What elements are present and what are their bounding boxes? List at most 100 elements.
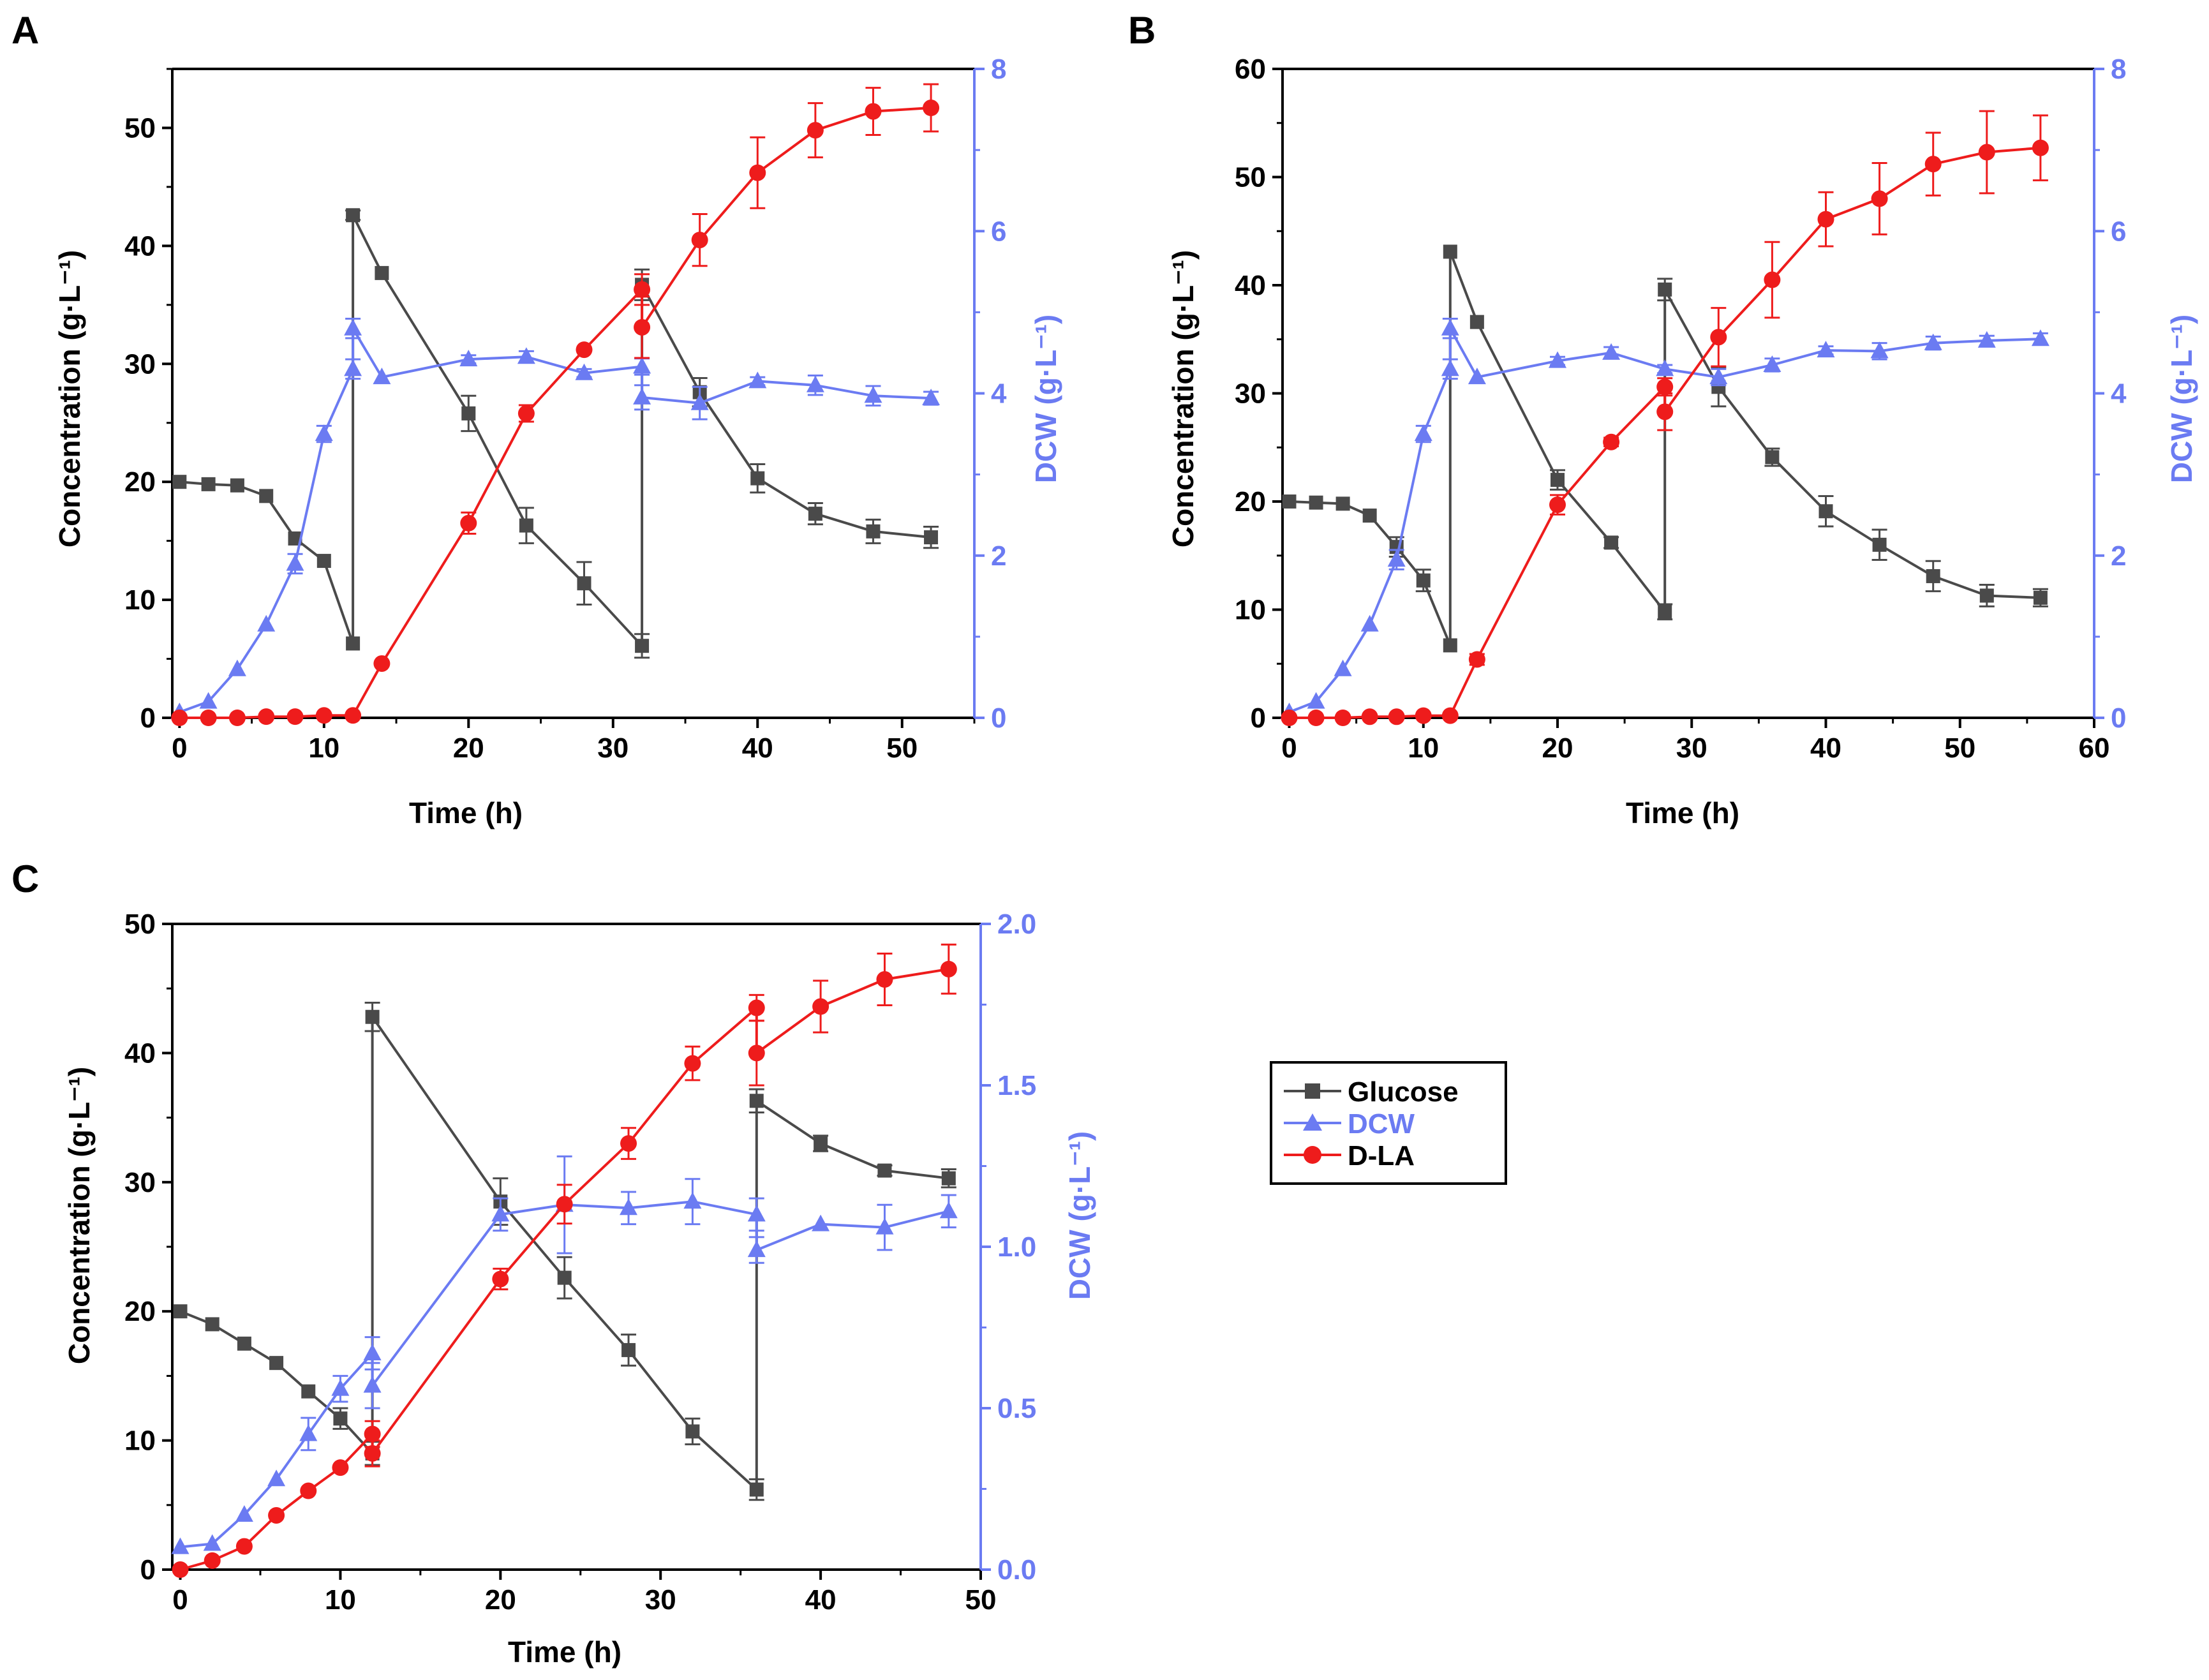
panel-b-dcw-point: [1924, 333, 1942, 350]
panel-a-x-tick-label: 10: [308, 732, 339, 764]
panel-a-dcw-point: [922, 389, 941, 406]
panel-a-x-tick-label: 0: [172, 732, 187, 764]
panel-c-glucose-point: [749, 1482, 764, 1497]
panel-a-y-tick-label: 30: [124, 348, 156, 380]
panel-a-dcw-point: [864, 386, 882, 403]
panel-c-letter: C: [11, 858, 39, 900]
panel-b-d-la-point: [1871, 190, 1888, 207]
panel-b-glucose-point: [1658, 604, 1672, 619]
panel-c-d-la-point: [620, 1135, 637, 1152]
panel-c-dcw-point: [491, 1205, 510, 1222]
panel-b-d-la-point: [1307, 710, 1325, 726]
panel-c-glucose-point: [621, 1342, 636, 1357]
panel-c-y-tick-label: 40: [124, 1037, 156, 1069]
panel-c-d-la-point: [172, 1561, 189, 1578]
panel-a-glucose-point: [316, 554, 331, 569]
panel-c-dcw-point: [812, 1214, 830, 1231]
panel-a-x-tick-label: 40: [742, 732, 773, 764]
panel-c-x-tick-label: 30: [645, 1584, 676, 1616]
panel-a-x-tick-label: 50: [886, 732, 918, 764]
panel-c-d-la-point: [812, 998, 829, 1015]
panel-c-dcw-point: [203, 1534, 221, 1551]
panel-b-dcw-point: [1549, 351, 1566, 368]
panel-c-glucose-point: [301, 1384, 316, 1399]
panel-a-dcw-point: [199, 692, 218, 709]
panel-c-glucose-point: [205, 1317, 219, 1332]
legend-glucose-marker: [1305, 1083, 1320, 1099]
panel-c-d-la-point: [332, 1459, 349, 1476]
panel-c-dcw-point: [747, 1240, 766, 1258]
panel-a-glucose-point: [230, 478, 244, 493]
panel-b-dcw-point: [1441, 359, 1459, 376]
panel-b-y-tick-label: 10: [1235, 595, 1266, 626]
panel-a-glucose-point: [635, 639, 650, 653]
panel-a-glucose-point: [519, 518, 533, 533]
panel-b-dcw-point: [1763, 355, 1781, 372]
panel-a-letter: A: [11, 9, 39, 52]
panel-a-glucose-point: [808, 507, 822, 521]
panel-b-y-tick-label: 0: [1251, 702, 1266, 734]
panel-c-y2-tick-label: 1.5: [997, 1070, 1036, 1101]
panel-b-y-tick-label: 30: [1235, 378, 1266, 410]
panel-b-d-la-point: [2032, 139, 2049, 156]
panel-a-dcw-point: [344, 318, 362, 336]
panel-c-d-la-point: [492, 1270, 509, 1288]
panel-a-dcw-point: [257, 614, 276, 632]
panel-c-d-la-point: [268, 1506, 285, 1524]
panel-a-d-la-point: [200, 710, 217, 726]
panel-b-dcw-point: [1977, 331, 1996, 348]
panel-a-y-tick-label: 10: [124, 584, 156, 616]
panel-b-y-axis-label: Concentration (g·L⁻¹): [1166, 250, 1200, 547]
panel-c-glucose-point: [269, 1356, 284, 1371]
panel-c-dcw-point: [267, 1469, 286, 1487]
panel-c-x-tick-label: 0: [172, 1584, 188, 1616]
panel-c-glucose-point: [877, 1163, 892, 1178]
panel-a-d-la-point: [576, 341, 593, 359]
panel-a-d-la-point: [865, 103, 882, 120]
panel-b-d-la-point: [1817, 211, 1834, 228]
panel-c-x-tick-label: 10: [325, 1584, 356, 1616]
panel-b-dcw-point: [1414, 424, 1432, 442]
panel-c-dcw-point: [331, 1379, 350, 1396]
panel-b-x-tick-label: 0: [1281, 732, 1297, 764]
panel-b-glucose-point: [1309, 495, 1323, 510]
panel-a-glucose-point: [346, 636, 361, 651]
panel-c-dcw-point: [171, 1537, 190, 1554]
panel-a-d-la-point: [691, 232, 708, 249]
panel-c-d-la-point: [940, 960, 957, 978]
panel-c-glucose-point: [333, 1411, 348, 1426]
panel-c-x-tick-label: 40: [805, 1584, 837, 1616]
panel-c-dcw-point: [683, 1192, 702, 1209]
panel-b-dcw-point: [1387, 550, 1406, 567]
panel-b-d-la-point: [1468, 651, 1485, 668]
panel-b-glucose-point: [1335, 496, 1350, 511]
panel-a: A Time (h) Concentration (g·L⁻¹) DCW (g·…: [11, 9, 1062, 829]
panel-a-dcw-point: [228, 659, 246, 676]
panel-b-y-tick-label: 60: [1235, 54, 1266, 85]
panel-c-glucose-point: [814, 1136, 828, 1151]
panel-b-d-la-point: [1710, 329, 1727, 346]
panel-c-glucose-point: [685, 1424, 700, 1439]
panel-b-y-tick-label: 40: [1235, 270, 1266, 301]
panel-a-y-axis-label: Concentration (g·L⁻¹): [53, 250, 86, 547]
panel-b-y2-tick-label: 6: [2111, 216, 2126, 247]
panel-b-d-la-point: [1388, 708, 1405, 725]
panel-b-dcw-point: [2031, 329, 2049, 346]
legend-dcw-marker: [1303, 1113, 1322, 1131]
panel-a-glucose-point: [201, 477, 216, 491]
panel-c-y2-tick-label: 0.5: [997, 1393, 1036, 1424]
panel-b-glucose-point: [1362, 509, 1377, 523]
panel-b-glucose-point: [1658, 282, 1672, 297]
panel-b-d-la-point: [1924, 156, 1942, 173]
panel-c-glucose-point: [749, 1094, 764, 1108]
panel-b-dcw-point: [1709, 368, 1728, 385]
panel-a-dcw-point: [286, 554, 304, 571]
panel-b-x-tick-label: 50: [1944, 732, 1975, 764]
panel-b-glucose-point: [1282, 494, 1297, 509]
panel-b-d-la-point: [1603, 433, 1620, 450]
panel-a-dcw-point: [575, 363, 593, 380]
panel-b-glucose-point: [2033, 590, 2048, 605]
panel-c-dcw-point: [235, 1505, 253, 1522]
panel-c: C Time (h) Concentration (g·L⁻¹) DCW (g·…: [11, 858, 1096, 1669]
panel-c-dcw-point: [363, 1344, 382, 1360]
